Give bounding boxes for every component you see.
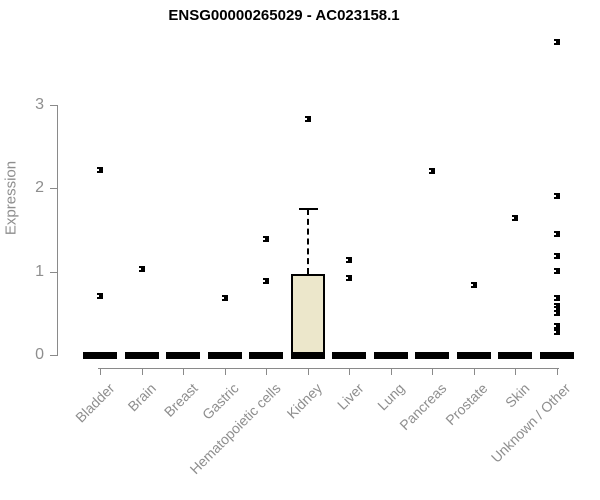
outlier-point (553, 252, 560, 259)
outlier-point (304, 116, 311, 123)
x-tick (515, 368, 516, 375)
x-tick (224, 368, 226, 375)
outlier-point (429, 167, 435, 174)
outlier-point (553, 231, 560, 238)
outlier-notch (97, 169, 99, 171)
outlier-notch (138, 268, 141, 271)
outlier-point (263, 277, 269, 284)
outlier-notch (346, 277, 348, 280)
x-tick-label: Brain (124, 380, 159, 415)
x-tick-label: Bladder (71, 380, 118, 426)
outlier-notch (553, 269, 556, 272)
x-tick-label: Prostate (442, 380, 491, 429)
outlier-point (553, 192, 560, 199)
x-tick-label: Breast (160, 380, 201, 420)
outlier-notch (221, 297, 224, 300)
y-tick-label: 3 (35, 96, 44, 113)
outlier-notch (553, 304, 556, 307)
outlier-point (221, 295, 228, 302)
y-tick (50, 355, 57, 356)
y-tick (50, 188, 57, 190)
x-tick (307, 368, 309, 375)
outlier-point (470, 282, 477, 288)
outlier-point (346, 257, 352, 263)
outlier-point (553, 38, 560, 45)
outlier-notch (553, 312, 556, 315)
outlier-notch (304, 118, 307, 121)
y-tick (50, 271, 57, 273)
x-tick-label: Lung (374, 380, 408, 414)
median-bar (166, 352, 200, 359)
x-tick-label: Liver (333, 380, 367, 413)
outlier-notch (553, 297, 556, 300)
outlier-notch (346, 259, 348, 261)
median-bar (539, 352, 574, 359)
outlier-notch (429, 169, 431, 172)
x-tick (556, 368, 558, 375)
median-bar (415, 352, 449, 359)
outlier-point (97, 167, 103, 173)
outlier-notch (97, 294, 99, 297)
x-tick (390, 368, 392, 375)
outlier-notch (263, 279, 265, 282)
chart-title: ENSG00000265029 - AC023158.1 (168, 7, 400, 24)
outlier-point (553, 310, 560, 317)
median-bar (83, 352, 117, 359)
median-bar (124, 352, 159, 359)
outlier-notch (553, 194, 556, 197)
whisker-line (306, 209, 309, 275)
box-rect (290, 274, 325, 358)
outlier-notch (470, 284, 473, 286)
outlier-notch (263, 238, 265, 241)
x-tick (100, 368, 101, 375)
y-axis-line (57, 105, 58, 356)
outlier-notch (553, 308, 556, 311)
x-tick-label: Kidney (283, 380, 325, 422)
x-tick (432, 368, 433, 375)
median-bar (498, 352, 532, 359)
x-tick-label: Skin (501, 380, 533, 411)
x-tick (473, 368, 475, 375)
outlier-notch (553, 233, 556, 236)
median-bar (332, 352, 366, 359)
outlier-point (97, 292, 103, 299)
whisker-cap (298, 208, 318, 211)
median-bar (290, 352, 325, 359)
outlier-point (553, 267, 560, 274)
outlier-notch (553, 324, 556, 327)
x-tick (183, 368, 184, 375)
median-bar (456, 352, 491, 359)
median-bar (373, 352, 408, 359)
x-tick (349, 368, 350, 375)
outlier-point (553, 306, 560, 313)
outlier-point (553, 328, 560, 335)
outlier-notch (553, 330, 556, 333)
median-bar (249, 352, 283, 359)
y-tick-label: 1 (35, 262, 44, 280)
y-tick-label: 2 (35, 179, 44, 197)
outlier-point (263, 236, 269, 243)
outlier-notch (553, 254, 556, 257)
x-tick (141, 368, 143, 375)
median-bar (207, 352, 242, 359)
outlier-point (553, 295, 560, 302)
outlier-point (553, 302, 560, 309)
outlier-point (138, 266, 145, 273)
outlier-point (512, 215, 518, 222)
x-axis-line (98, 368, 559, 369)
outlier-point (346, 275, 352, 282)
y-tick (50, 105, 57, 106)
x-tick (266, 368, 267, 375)
outlier-notch (553, 40, 556, 43)
y-tick-label: 0 (35, 346, 44, 363)
outlier-notch (512, 217, 514, 220)
outlier-point (553, 322, 560, 329)
